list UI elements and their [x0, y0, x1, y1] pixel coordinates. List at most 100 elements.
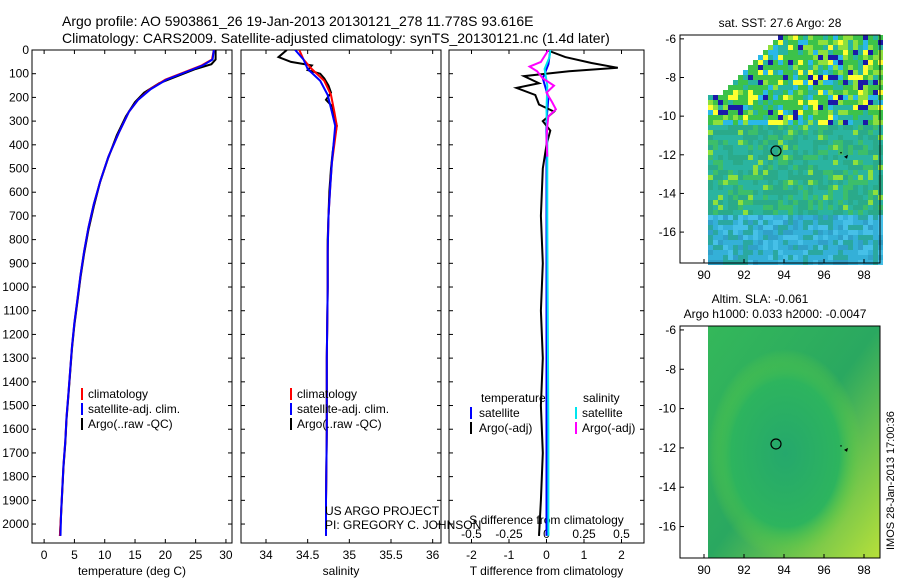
sst-cell	[708, 225, 713, 230]
sst-cell	[708, 175, 713, 180]
sst-cell	[833, 240, 838, 245]
sst-cell	[783, 170, 788, 175]
sst-cell	[788, 195, 793, 200]
sst-cell	[823, 195, 828, 200]
sst-cell	[808, 155, 813, 160]
sst-cell	[838, 175, 843, 180]
sst-cell	[818, 70, 823, 75]
sst-cell	[773, 195, 778, 200]
sst-cell	[823, 80, 828, 85]
sst-cell	[773, 230, 778, 235]
sst-cell	[733, 205, 738, 210]
sst-cell	[763, 165, 768, 170]
sst-cell	[873, 65, 878, 70]
sst-cell	[723, 255, 728, 260]
sst-cell	[798, 55, 803, 60]
sst-cell	[823, 205, 828, 210]
sst-map-title: sat. SST: 27.6 Argo: 28	[719, 16, 842, 30]
sst-cell	[858, 190, 863, 195]
sst-cell	[718, 245, 723, 250]
sla-map-title-line2: Argo h1000: 0.033 h2000: -0.0047	[684, 307, 867, 321]
sst-cell	[868, 70, 873, 75]
sst-cell	[718, 190, 723, 195]
sst-cell	[728, 245, 733, 250]
sst-cell	[858, 155, 863, 160]
sst-cell	[708, 140, 713, 145]
sst-cell	[873, 130, 878, 135]
sst-cell	[728, 100, 733, 105]
sst-cell	[808, 255, 813, 260]
sst-cell	[808, 70, 813, 75]
sst-cell	[718, 210, 723, 215]
sst-cell	[813, 215, 818, 220]
sst-cell	[813, 225, 818, 230]
sst-cell	[818, 205, 823, 210]
sst-cell	[808, 170, 813, 175]
sst-cell	[778, 145, 783, 150]
sst-cell	[768, 165, 773, 170]
sst-cell	[798, 210, 803, 215]
sst-cell	[778, 200, 783, 205]
sst-cell	[738, 220, 743, 225]
sst-cell	[778, 155, 783, 160]
sst-cell	[828, 130, 833, 135]
sst-cell	[848, 70, 853, 75]
sst-cell	[748, 105, 753, 110]
sst-cell	[743, 225, 748, 230]
sst-cell	[868, 75, 873, 80]
sst-cell	[813, 75, 818, 80]
sst-cell	[823, 90, 828, 95]
sst-cell	[723, 130, 728, 135]
sst-cell	[788, 35, 793, 40]
sst-cell	[853, 240, 858, 245]
sst-cell	[848, 205, 853, 210]
sst-cell	[783, 205, 788, 210]
sst-cell	[778, 135, 783, 140]
sst-cell	[863, 115, 868, 120]
sst-cell	[723, 185, 728, 190]
sst-cell	[788, 50, 793, 55]
map-y-tick-label: -16	[659, 520, 677, 534]
sst-cell	[723, 145, 728, 150]
sst-cell	[718, 100, 723, 105]
sst-cell	[733, 125, 738, 130]
sst-cell	[793, 120, 798, 125]
sst-cell	[708, 250, 713, 255]
sst-cell	[783, 245, 788, 250]
sst-cell	[718, 165, 723, 170]
sst-cell	[843, 240, 848, 245]
sst-cell	[863, 55, 868, 60]
sst-cell	[833, 225, 838, 230]
sst-cell	[798, 245, 803, 250]
sst-cell	[808, 185, 813, 190]
sst-cell	[858, 135, 863, 140]
sst-cell	[738, 145, 743, 150]
sst-cell	[743, 90, 748, 95]
sst-cell	[843, 115, 848, 120]
sst-cell	[843, 130, 848, 135]
sst-cell	[748, 185, 753, 190]
annotation-text: US ARGO PROJECT	[325, 504, 440, 518]
sst-cell	[838, 40, 843, 45]
sst-cell	[743, 175, 748, 180]
sst-cell	[768, 220, 773, 225]
header-line2: Climatology: CARS2009. Satellite-adjuste…	[62, 30, 610, 46]
sst-cell	[818, 145, 823, 150]
sst-cell	[748, 190, 753, 195]
sst-cell	[718, 135, 723, 140]
sst-cell	[843, 195, 848, 200]
sst-cell	[858, 180, 863, 185]
sst-cell	[763, 70, 768, 75]
sst-cell	[833, 60, 838, 65]
sst-cell	[843, 105, 848, 110]
sst-cell	[733, 155, 738, 160]
sst-cell	[868, 220, 873, 225]
sst-cell	[788, 40, 793, 45]
sst-cell	[773, 205, 778, 210]
sst-cell	[833, 120, 838, 125]
sst-cell	[813, 180, 818, 185]
sst-cell	[748, 145, 753, 150]
sst-cell	[798, 235, 803, 240]
sst-cell	[868, 115, 873, 120]
sst-cell	[748, 225, 753, 230]
